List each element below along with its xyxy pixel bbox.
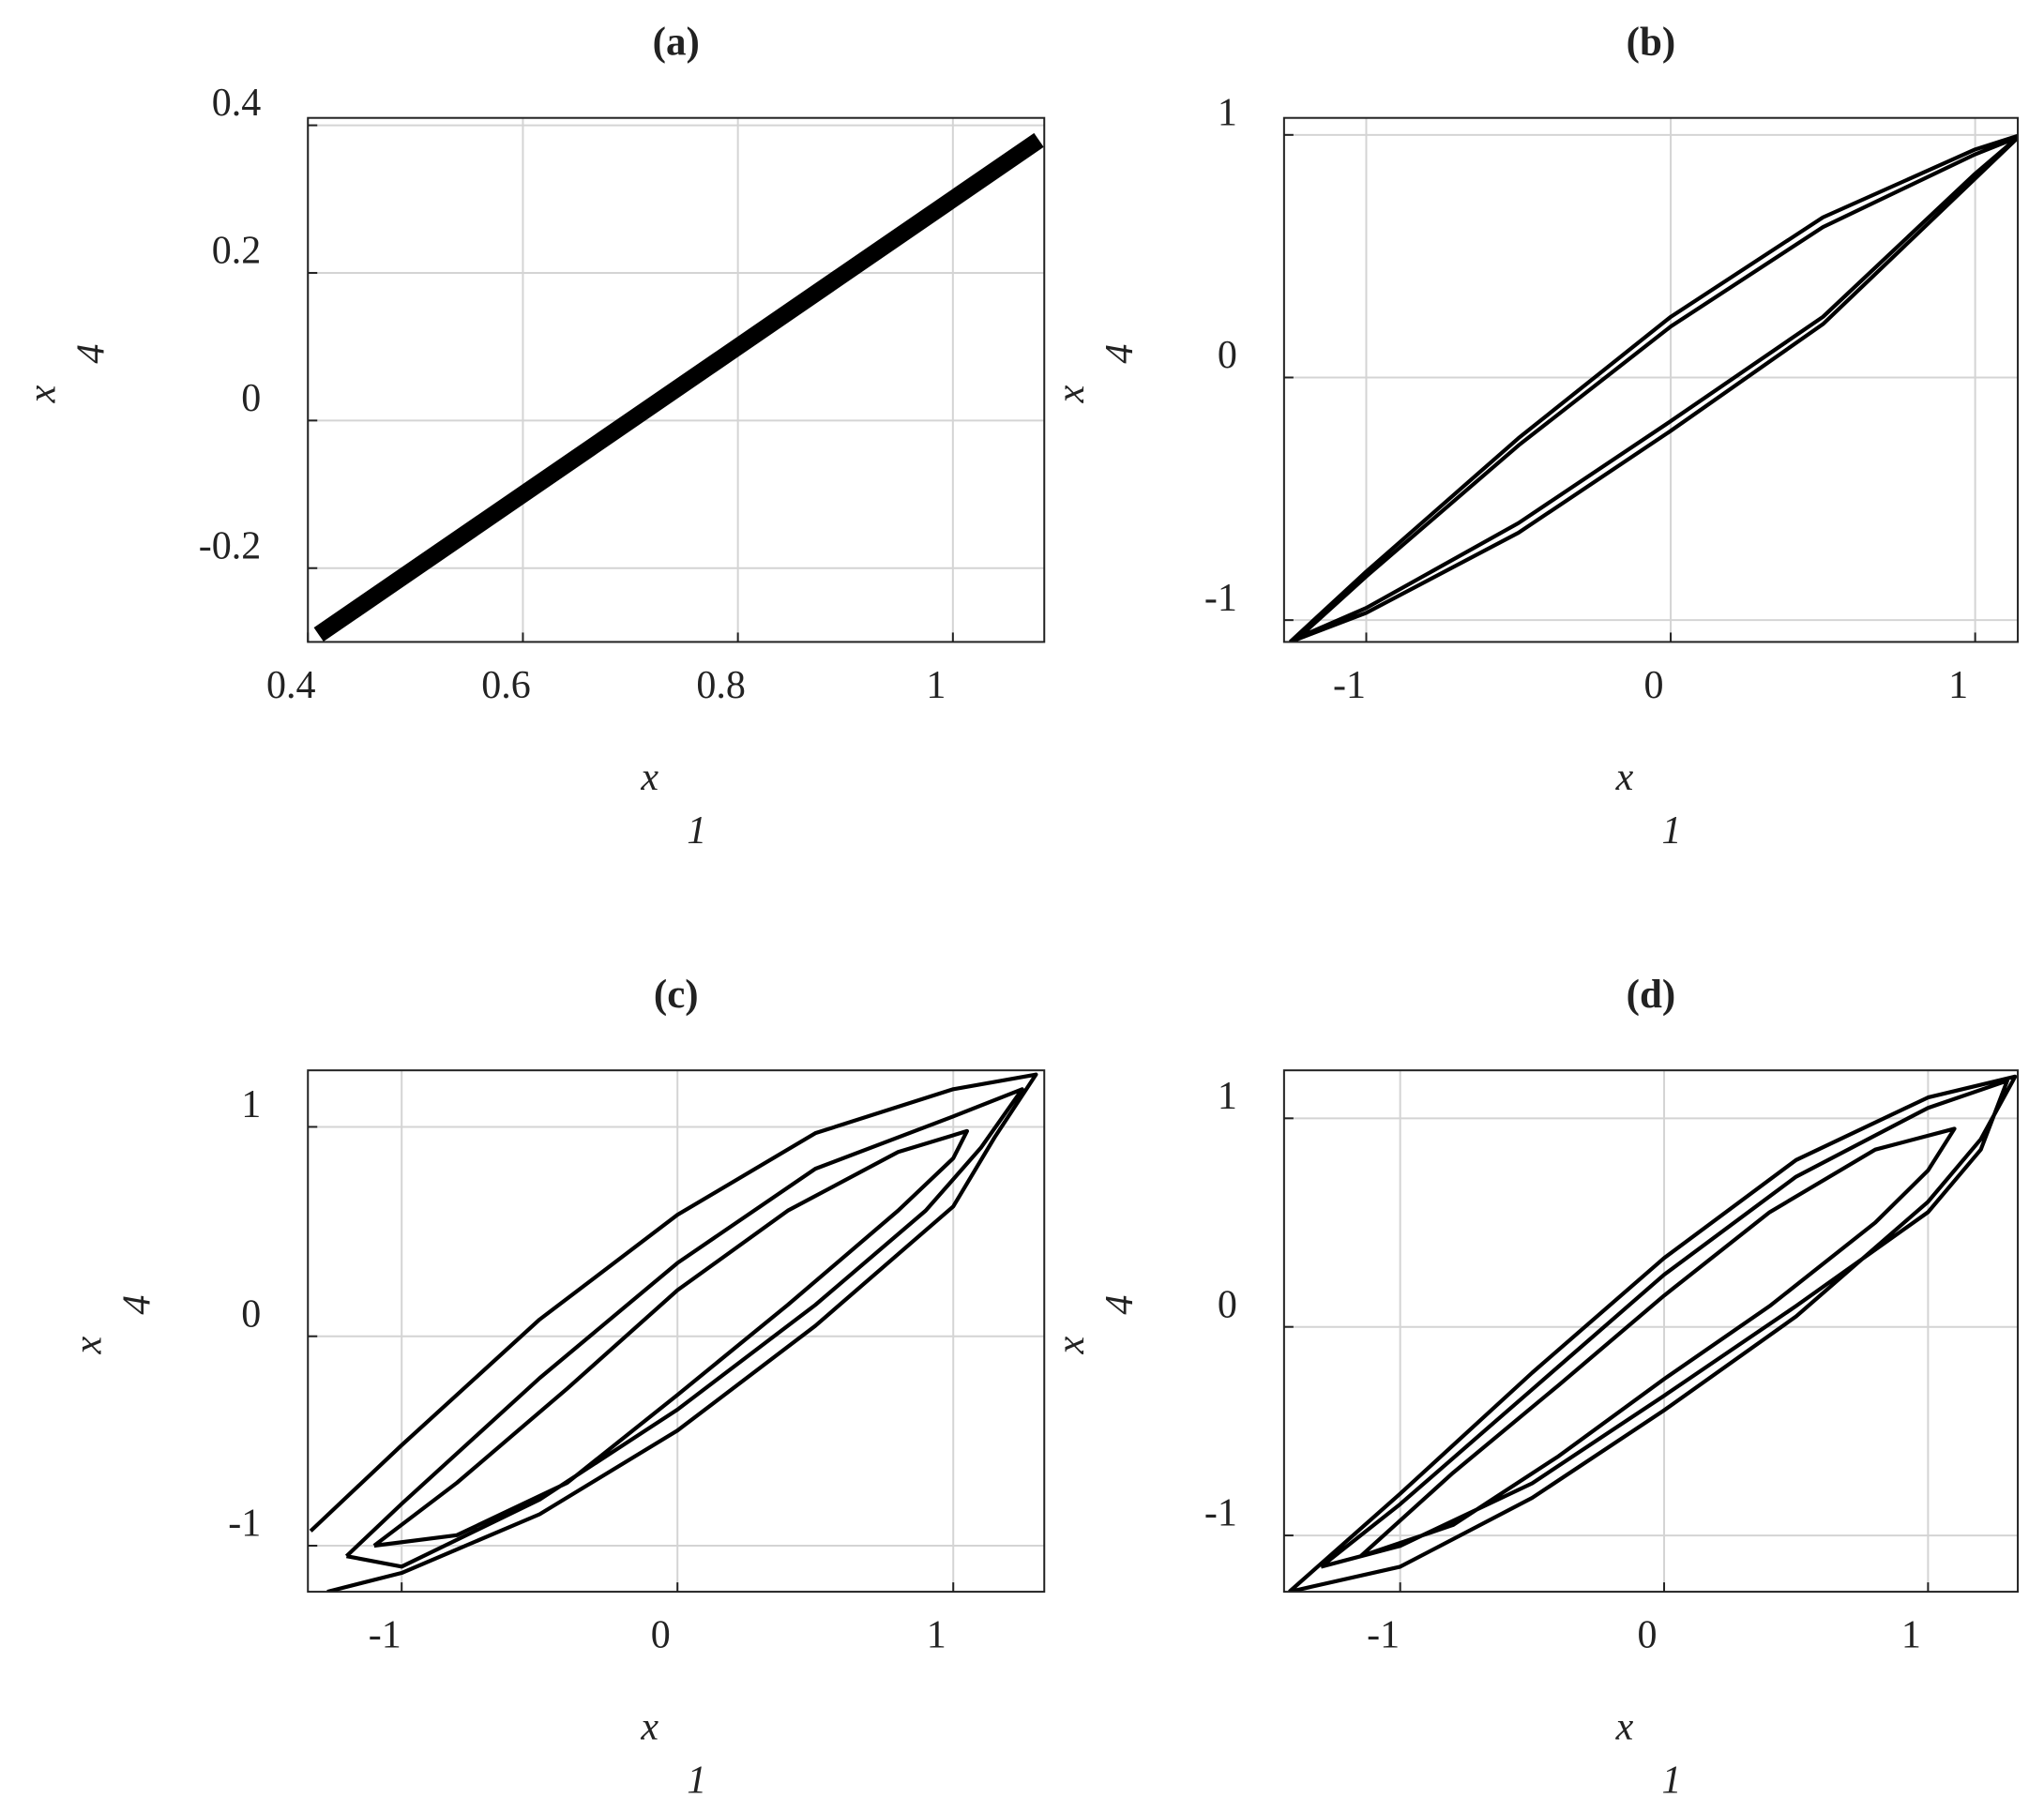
y-tick-label: -1 <box>1204 1492 1237 1535</box>
subplot-title: (d) <box>1627 973 1676 1017</box>
axes-box <box>307 116 1046 643</box>
x-axis-label: x <box>1615 1706 1634 1749</box>
x-tick-label: 0.6 <box>481 664 531 707</box>
data-line <box>313 132 1044 642</box>
x-axis-label: x <box>1615 756 1634 799</box>
axes-box <box>1282 116 2020 643</box>
data-line <box>1288 133 2019 642</box>
y-tick-label: -0.2 <box>199 524 262 567</box>
x-tick-label: 0.8 <box>696 664 746 707</box>
y-axis-label: x <box>67 1336 110 1354</box>
subplot-title: (a) <box>653 21 700 65</box>
x-tick-label: 1 <box>927 1614 946 1657</box>
data-line <box>1288 1074 2018 1593</box>
data-line <box>309 1072 1038 1593</box>
y-tick-label: 0 <box>241 1292 261 1336</box>
x-axis-label: x <box>640 1706 659 1749</box>
x-tick-label: 0.4 <box>266 664 316 707</box>
subplot-title: (c) <box>654 973 699 1017</box>
y-tick-label: 0.2 <box>212 230 262 273</box>
subplot-title: (b) <box>1627 21 1676 65</box>
y-axis-label-sub: 4 <box>1098 1295 1142 1315</box>
y-axis-label-sub: 4 <box>70 344 114 364</box>
y-tick-label: 1 <box>1218 91 1237 134</box>
y-axis-label: x <box>22 385 65 403</box>
x-tick-label: 1 <box>1901 1614 1921 1657</box>
x-tick-label: -1 <box>369 1614 401 1657</box>
y-axis-label: x <box>1050 1336 1093 1354</box>
x-tick-label: -1 <box>1333 664 1366 707</box>
y-axis-label-sub: 4 <box>1098 344 1142 364</box>
y-tick-label: -1 <box>1204 577 1237 620</box>
y-axis-label: x <box>1050 385 1093 403</box>
y-tick-label: 0 <box>1218 1283 1237 1326</box>
x-tick-label: 1 <box>1948 664 1968 707</box>
y-tick-label: 0 <box>1218 334 1237 377</box>
x-tick-label: -1 <box>1367 1614 1400 1657</box>
x-tick-label: 0 <box>1638 1614 1658 1657</box>
y-tick-label: 1 <box>1218 1075 1237 1118</box>
x-axis-label-sub: 1 <box>687 809 706 853</box>
x-axis-label-sub: 1 <box>1661 809 1681 853</box>
x-axis-label-sub: 1 <box>687 1760 706 1803</box>
x-tick-label: 0 <box>1644 664 1664 707</box>
y-tick-label: 0.4 <box>212 82 262 125</box>
y-tick-label: 0 <box>241 377 261 420</box>
x-tick-label: 0 <box>651 1614 671 1657</box>
x-axis-label-sub: 1 <box>1661 1760 1681 1803</box>
axes-box <box>1282 1069 2020 1594</box>
y-axis-label-sub: 4 <box>115 1295 159 1315</box>
y-tick-label: 1 <box>241 1083 261 1126</box>
x-tick-label: 1 <box>926 664 946 707</box>
axes-box <box>307 1069 1046 1594</box>
y-tick-label: -1 <box>228 1503 261 1546</box>
x-axis-label: x <box>640 756 659 799</box>
